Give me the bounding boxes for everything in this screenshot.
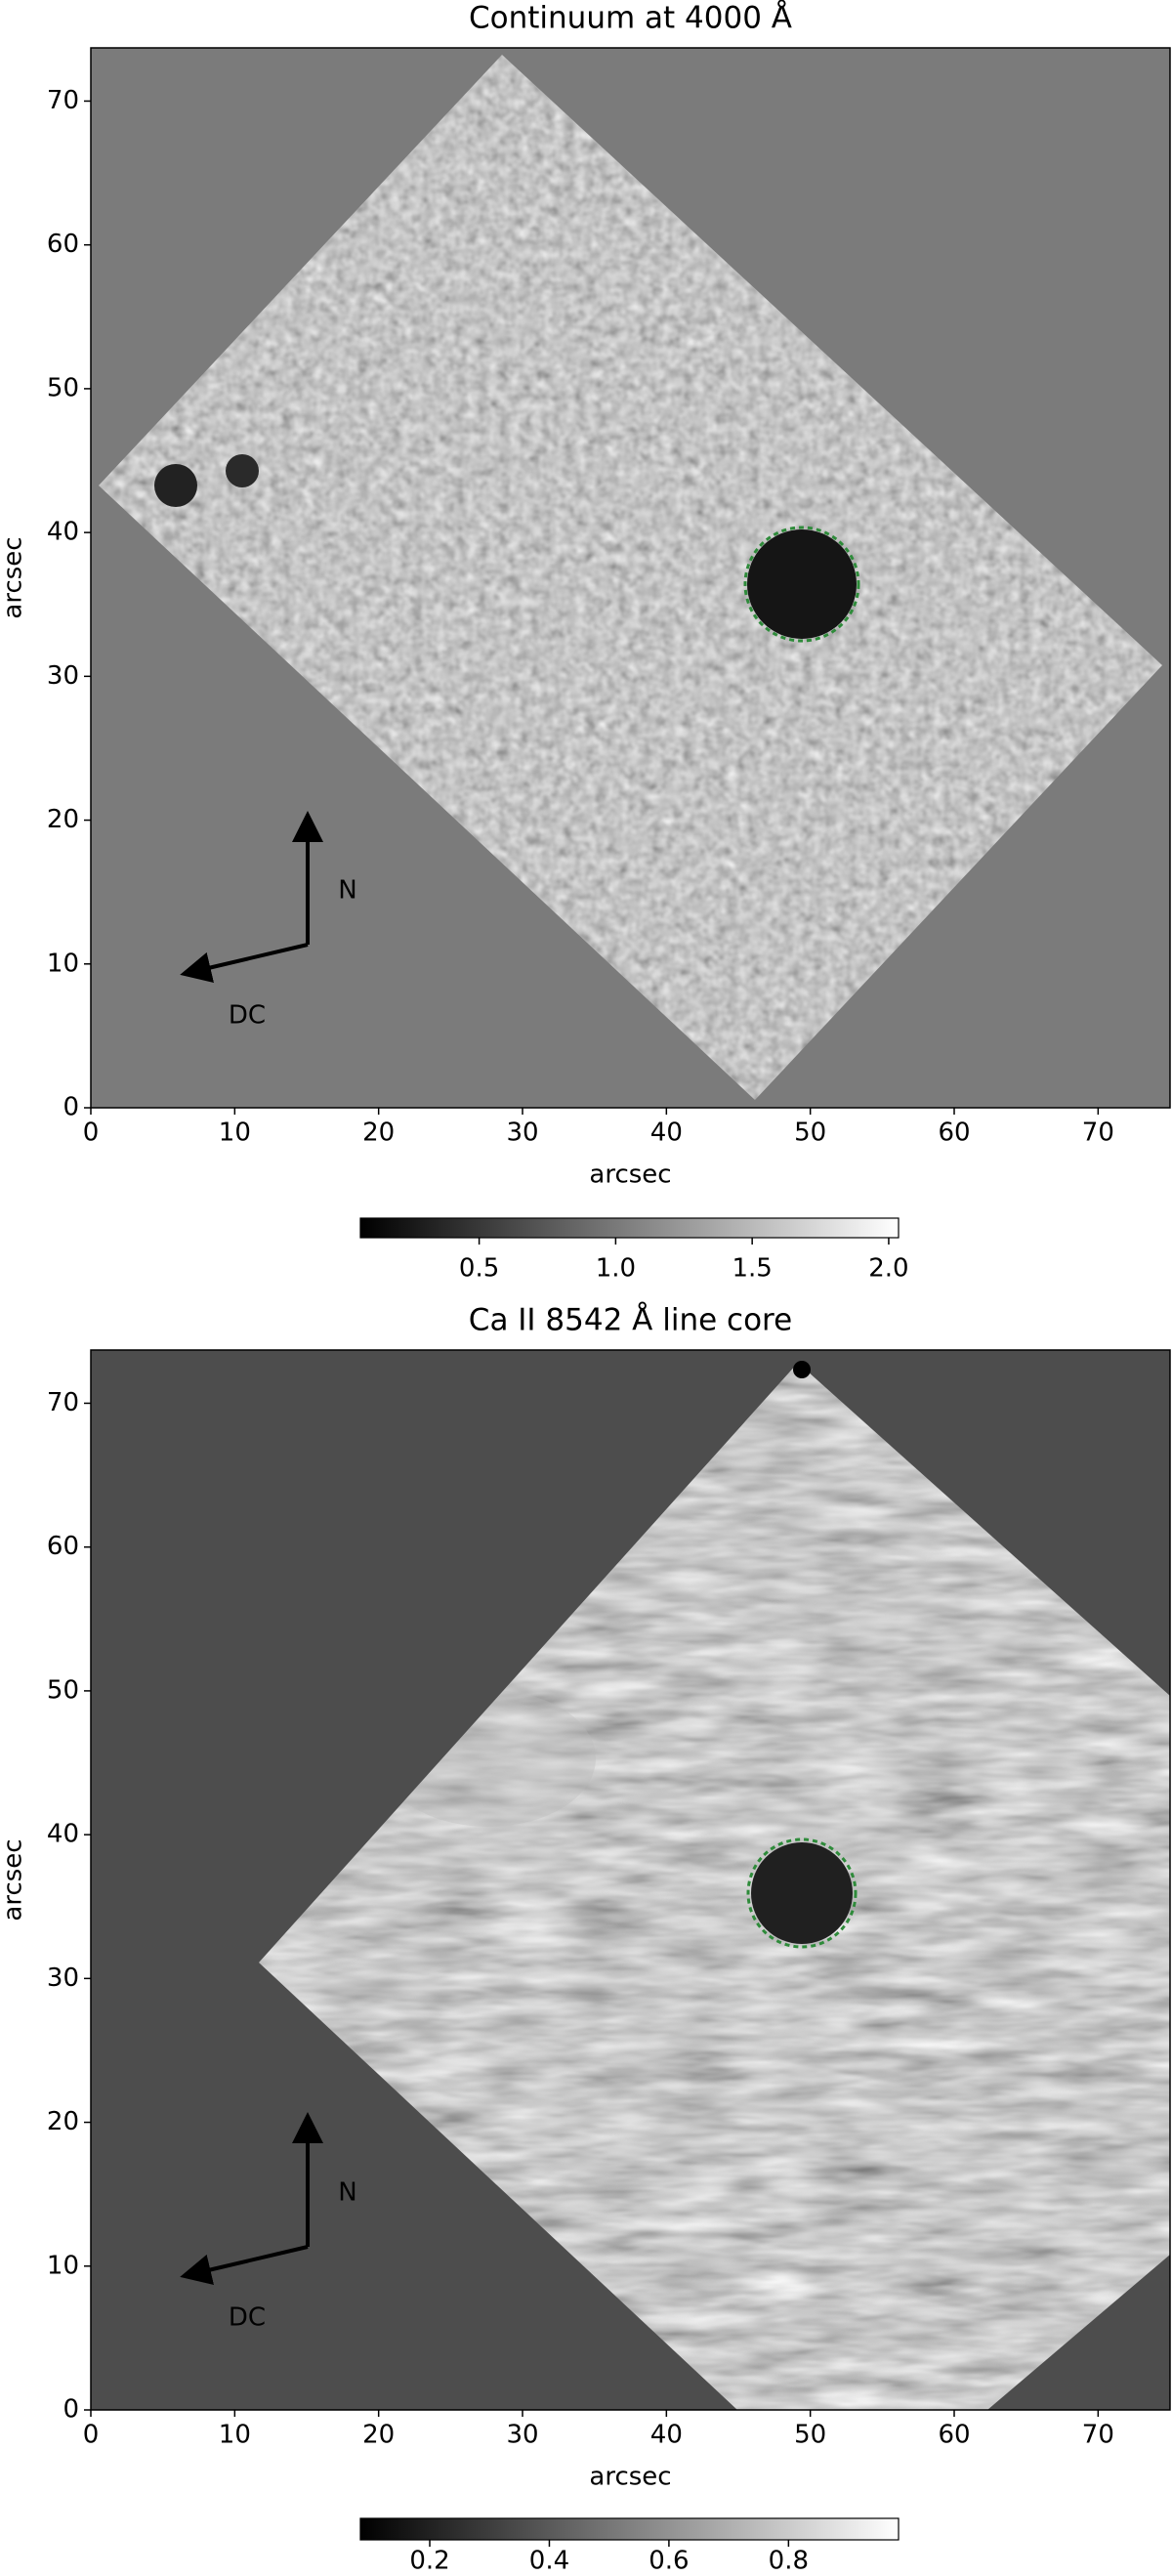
y-tick-label: 60 [47, 230, 79, 259]
y-tick-label: 20 [47, 805, 79, 834]
x-tick-label: 40 [650, 1119, 683, 1148]
annotation: DC [229, 2303, 266, 2333]
y-tick-label: 70 [47, 1388, 79, 1417]
x-tick-label: 30 [506, 1119, 538, 1148]
y-tick-label: 60 [47, 1532, 79, 1561]
y-tick-label: 0 [63, 1093, 79, 1122]
x-tick-label: 10 [219, 2421, 251, 2450]
x-axis-label: arcsec [589, 1161, 671, 1190]
x-tick-label: 0 [83, 2421, 100, 2450]
x-tick-label: 20 [362, 1119, 395, 1148]
x-tick-label: 50 [794, 2421, 826, 2450]
chart-title: Continuum at 4000 Å [469, 1, 792, 36]
y-tick-label: 0 [63, 2395, 79, 2425]
axes-frame [90, 1349, 1171, 2411]
y-tick-label: 50 [47, 1675, 79, 1705]
x-axis-label: arcsec [589, 2463, 671, 2492]
x-tick-label: 50 [794, 1119, 826, 1148]
x-tick-label: 30 [506, 2421, 538, 2450]
y-tick-label: 30 [47, 661, 79, 691]
colorbar-tick-label: 0.4 [529, 2547, 569, 2576]
image-panel-2 [91, 1350, 1170, 2410]
axes-frame [90, 47, 1171, 1109]
y-tick-label: 30 [47, 1964, 79, 1993]
y-tick-label: 50 [47, 373, 79, 402]
y-tick-label: 20 [47, 2107, 79, 2136]
x-tick-label: 60 [938, 2421, 970, 2450]
y-tick-label: 70 [47, 86, 79, 115]
y-tick-label: 40 [47, 1820, 79, 1849]
x-tick-label: 40 [650, 2421, 683, 2450]
annotation: N [338, 2178, 356, 2208]
annotation: N [338, 876, 356, 906]
colorbar-tick-label: 0.5 [459, 1254, 499, 1284]
colorbar-tick-label: 2.0 [868, 1254, 908, 1284]
colorbar-tick-label: 0.6 [649, 2547, 689, 2576]
annotation: DC [229, 1001, 266, 1031]
y-axis-label: arcsec [0, 1838, 28, 1921]
x-tick-label: 60 [938, 1119, 970, 1148]
x-tick-label: 20 [362, 2421, 395, 2450]
image-panel-1 [91, 48, 1170, 1108]
x-tick-label: 70 [1082, 1119, 1114, 1148]
chart-title: Ca II 8542 Å line core [469, 1303, 792, 1338]
colorbar-tick-label: 1.0 [596, 1254, 636, 1284]
y-axis-label: arcsec [0, 536, 28, 618]
x-tick-label: 0 [83, 1119, 100, 1148]
x-tick-label: 10 [219, 1119, 251, 1148]
colorbar [359, 1217, 900, 1239]
y-tick-label: 10 [47, 949, 79, 978]
colorbar-tick-label: 0.8 [769, 2547, 809, 2576]
y-tick-label: 40 [47, 518, 79, 547]
colorbar [359, 2517, 900, 2541]
colorbar-tick-label: 1.5 [732, 1254, 772, 1284]
x-tick-label: 70 [1082, 2421, 1114, 2450]
y-tick-label: 10 [47, 2251, 79, 2280]
colorbar-tick-label: 0.2 [409, 2547, 449, 2576]
